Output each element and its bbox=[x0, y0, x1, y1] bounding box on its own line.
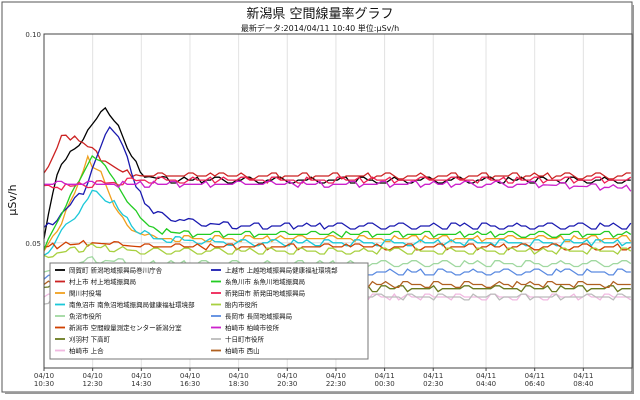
x-tick-date: 04/10 bbox=[229, 372, 249, 380]
legend-box bbox=[49, 262, 369, 360]
legend-label: 魚沼市役所 bbox=[69, 312, 102, 321]
series-line bbox=[43, 106, 631, 239]
x-tick-date: 04/10 bbox=[83, 372, 103, 380]
x-tick-time: 00:30 bbox=[374, 380, 394, 388]
chart-title: 新潟県 空間線量率グラフ bbox=[246, 6, 393, 22]
legend-label: 糸魚川市 糸魚川地域振興局 bbox=[225, 277, 305, 286]
series-line bbox=[43, 243, 632, 259]
series-line bbox=[43, 239, 632, 251]
y-tick-label: 0.05 bbox=[25, 240, 41, 248]
series-line bbox=[43, 134, 631, 180]
series-line bbox=[43, 155, 632, 251]
y-ticks: 0.10 0.05 bbox=[25, 31, 41, 248]
series-line bbox=[43, 176, 632, 191]
series-line bbox=[43, 154, 632, 252]
x-tick-time: 20:30 bbox=[277, 380, 297, 388]
y-tick-label: 0.10 bbox=[25, 31, 41, 39]
x-tick-date: 04/11 bbox=[476, 372, 496, 380]
legend-label: 村上市 村上地域振興局 bbox=[69, 277, 136, 286]
x-tick-time: 22:30 bbox=[326, 380, 346, 388]
legend-label: 十日町市役所 bbox=[225, 335, 265, 344]
x-tick-date: 04/10 bbox=[277, 372, 297, 380]
legend-label: 柏崎市 上合 bbox=[69, 346, 104, 355]
series-line bbox=[43, 125, 632, 230]
legend-label: 胎内市役所 bbox=[225, 300, 258, 309]
chart-subtitle: 最新データ:2014/04/11 10:40 単位:μSv/h bbox=[241, 23, 399, 33]
x-tick-date: 04/10 bbox=[326, 372, 346, 380]
x-tick-time: 10:30 bbox=[34, 380, 54, 388]
x-tick-date: 04/11 bbox=[525, 372, 545, 380]
plot-border bbox=[43, 33, 633, 369]
y-axis-label: μSv/h bbox=[6, 184, 19, 215]
x-tick-time: 18:30 bbox=[229, 380, 249, 388]
x-tick-time: 06:40 bbox=[525, 380, 545, 388]
x-tick-time: 16:30 bbox=[180, 380, 200, 388]
x-tick-date: 04/10 bbox=[34, 372, 54, 380]
x-tick-time: 08:40 bbox=[573, 380, 593, 388]
x-tick-time: 14:30 bbox=[131, 380, 151, 388]
legend-label: 上越市 上越地域振興局健康福祉環境部 bbox=[225, 266, 338, 275]
legend-label: 刈羽村 下高町 bbox=[69, 335, 111, 344]
series-line bbox=[44, 180, 632, 192]
legend-label: 岡賀町 新潟地域振興局巻川庁舎 bbox=[69, 266, 163, 275]
legend-label: 南魚沼市 南魚沼地域振興局健康福祉環境部 bbox=[69, 300, 195, 309]
legend-label: 長岡市 長岡地域振興局 bbox=[225, 312, 292, 321]
x-tick-time: 04:40 bbox=[476, 380, 496, 388]
legend-label: 新発田市 新発田地域振興局 bbox=[225, 289, 305, 298]
x-tick-date: 04/11 bbox=[374, 372, 394, 380]
x-tick-date: 04/10 bbox=[180, 372, 200, 380]
x-tick-date: 04/11 bbox=[423, 372, 443, 380]
x-tick-date: 04/11 bbox=[573, 372, 593, 380]
legend-label: 関川村役場 bbox=[69, 289, 102, 298]
x-tick-date: 04/10 bbox=[131, 372, 151, 380]
x-tick-time: 02:30 bbox=[423, 380, 443, 388]
series-line bbox=[43, 189, 631, 256]
legend-label: 柏崎市 西山 bbox=[225, 346, 260, 355]
legend-label: 新潟市 空間線量測定センター新潟分室 bbox=[69, 323, 182, 332]
x-tick-time: 12:30 bbox=[83, 380, 103, 388]
legend-label: 柏崎市 柏崎市役所 bbox=[225, 323, 280, 332]
